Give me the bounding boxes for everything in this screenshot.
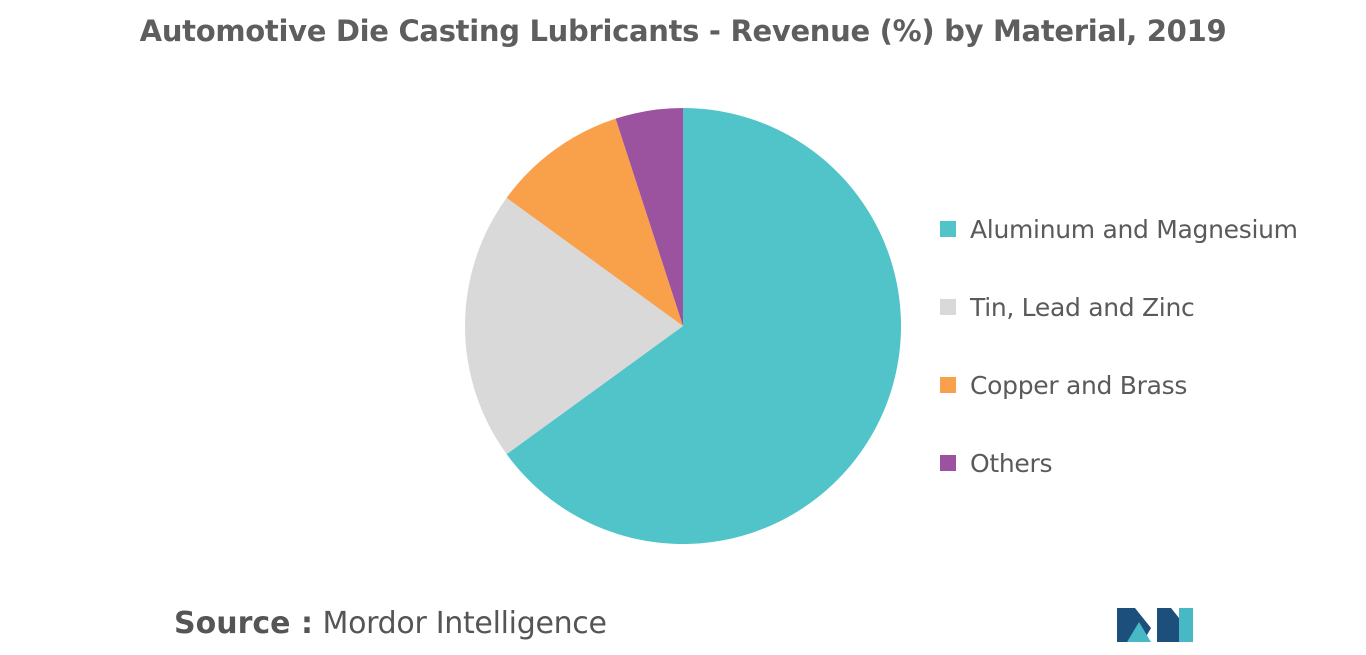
legend-item-tin-lead-and-zinc: Tin, Lead and Zinc	[940, 268, 1298, 346]
legend-item-copper-and-brass: Copper and Brass	[940, 346, 1298, 424]
legend-swatch	[940, 455, 956, 471]
pie-slice-tin-lead-and-zinc	[465, 197, 683, 455]
legend-item-aluminum-and-magnesium: Aluminum and Magnesium	[940, 190, 1298, 268]
chart-title: Automotive Die Casting Lubricants - Reve…	[139, 14, 1227, 48]
legend-item-others: Others	[940, 424, 1298, 502]
legend-swatch	[940, 377, 956, 393]
pie-slice-copper-and-brass	[506, 118, 683, 326]
pie-slice-others	[615, 108, 683, 326]
legend-label: Aluminum and Magnesium	[970, 214, 1298, 244]
legend-label: Tin, Lead and Zinc	[970, 292, 1195, 322]
legend-label: Copper and Brass	[970, 370, 1188, 400]
legend-swatch	[940, 299, 956, 315]
mordor-intelligence-logo-icon	[1117, 608, 1193, 642]
logo-right-bar	[1179, 608, 1193, 642]
source-label: Source :	[174, 606, 313, 641]
pie-chart	[465, 108, 901, 544]
logo-left-wedge	[1127, 622, 1151, 642]
legend-label: Others	[970, 448, 1053, 478]
chart-legend: Aluminum and Magnesium Tin, Lead and Zin…	[940, 190, 1298, 502]
pie-slice-aluminum-and-magnesium	[506, 108, 901, 544]
source-value: Mordor Intelligence	[322, 606, 607, 641]
source-note: Source : Mordor Intelligence	[174, 606, 607, 641]
legend-swatch	[940, 221, 956, 237]
